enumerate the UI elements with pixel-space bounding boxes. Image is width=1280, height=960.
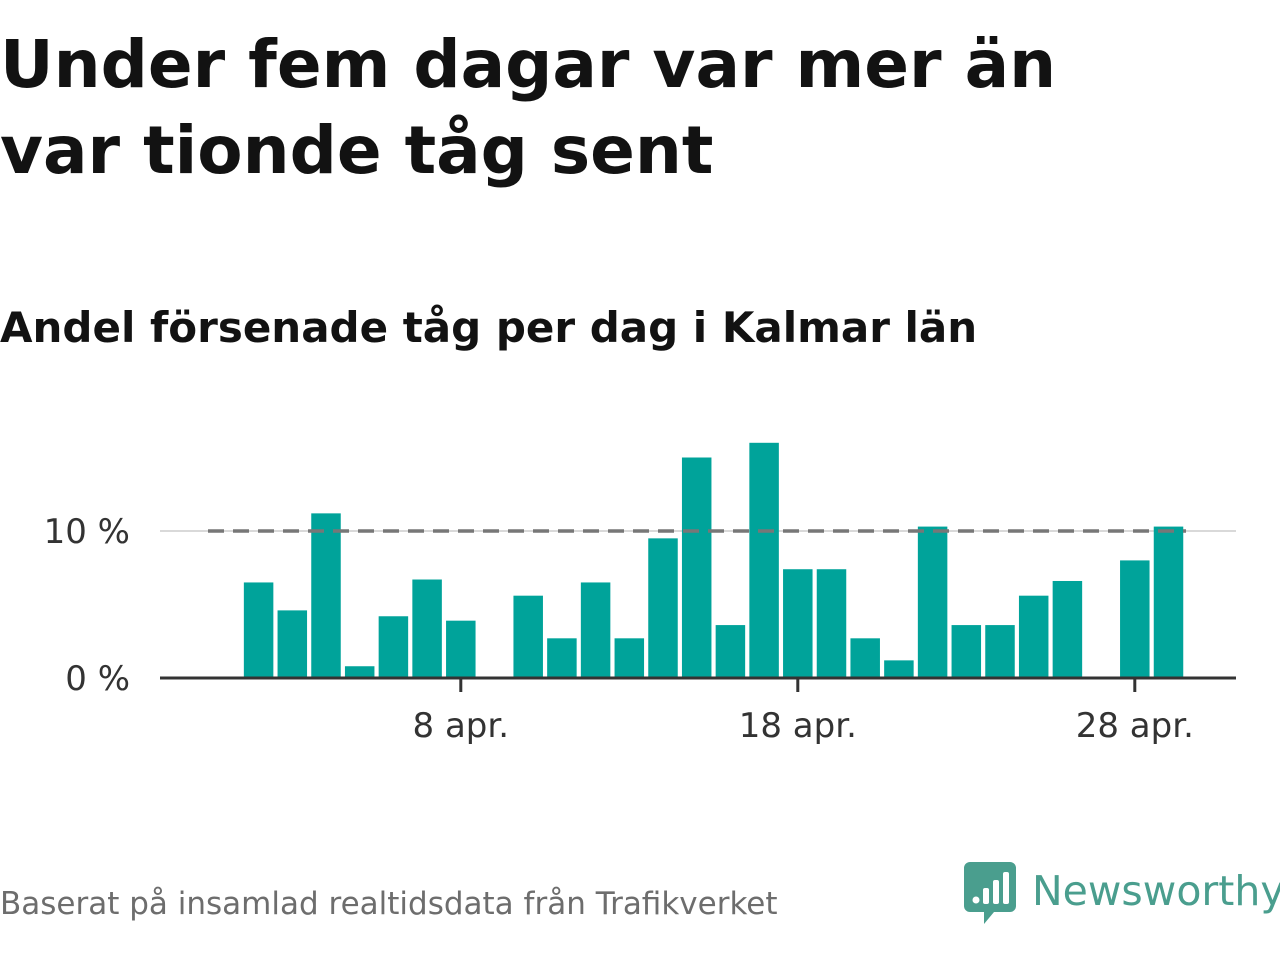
brand-name: Newsworthy [1032,867,1280,915]
bar-day-2 [243,582,274,678]
bar-day-17 [749,442,779,678]
bar-day-3 [277,610,308,678]
x-tick-label: 28 apr. [1076,706,1194,746]
bars-layer [243,442,1184,678]
bar-day-15 [681,457,712,678]
brand-logo: Newsworthy [964,862,1280,926]
bar-day-21 [884,660,914,678]
bar-day-16 [715,625,746,678]
bar-day-10 [513,595,543,678]
bar-day-12 [580,582,611,678]
newsworthy-logo-icon [964,862,1016,924]
bar-day-13 [614,638,645,678]
bar-day-29 [1153,526,1184,678]
bar-day-18 [783,569,813,678]
bar-day-8 [446,620,476,678]
bar-day-7 [412,579,442,678]
bar-day-23 [951,625,982,678]
bar-day-5 [344,666,375,678]
chart-subtitle: Andel försenade tåg per dag i Kalmar län [0,303,978,352]
bar-day-28 [1120,560,1150,678]
x-tick-label: 18 apr. [739,706,857,746]
bar-day-14 [648,538,678,678]
bar-day-22 [917,526,948,678]
source-note: Baserat på insamlad realtidsdata från Tr… [0,886,778,922]
bar-day-26 [1052,580,1083,678]
bar-day-25 [1018,595,1049,678]
bar-day-20 [850,638,880,678]
bar-day-19 [816,569,847,678]
x-tick-label: 8 apr. [413,706,510,746]
bar-day-24 [985,625,1015,678]
bar-day-4 [311,513,341,678]
y-tick-label: 0 % [65,659,130,699]
axis-layer: 0 % 10 % 8 apr. 18 apr. 28 apr. [44,512,1236,746]
bar-day-6 [378,616,409,678]
chart-title: Under fem dagar var mer än var tionde tå… [0,26,1057,189]
bar-day-11 [547,638,577,678]
y-tick-label: 10 % [44,512,130,552]
bar-chart: 0 % 10 % 8 apr. 18 apr. 28 apr. [44,442,1236,746]
